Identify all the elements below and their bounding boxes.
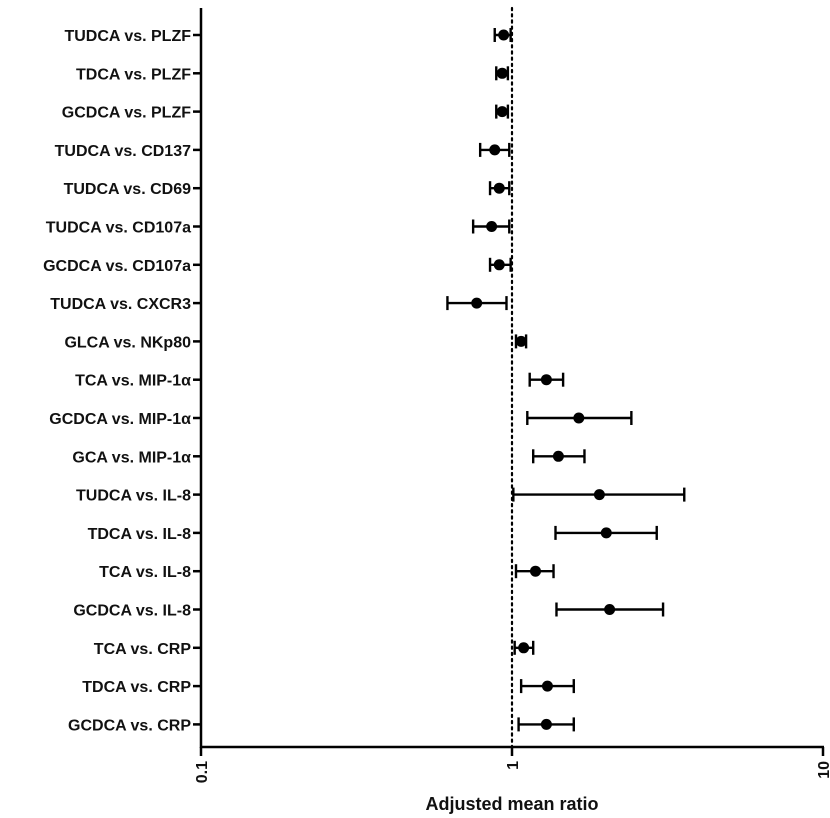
row-estimate (446, 296, 508, 311)
row-label: TCA vs. IL-8 (99, 564, 191, 581)
point-estimate (489, 144, 501, 156)
row-estimate (514, 334, 528, 349)
point-estimate (604, 604, 616, 615)
row-label: TUDCA vs. IL-8 (76, 488, 191, 505)
row-labels: TUDCA vs. PLZF TDCA vs. PLZF GCDCA vs. PLZ… (43, 28, 191, 734)
row-label: TCA vs. CRP (94, 641, 192, 658)
point-estimate (540, 718, 552, 730)
row-label: GCDCA vs. MIP-1α (49, 411, 191, 428)
point-estimate (486, 221, 498, 232)
row-estimate (478, 142, 511, 157)
row-label: GLCA vs. NKp80 (64, 334, 191, 351)
point-estimate (471, 297, 483, 309)
point-estimate (573, 412, 585, 424)
row-label: TDCA vs. IL-8 (88, 526, 192, 543)
row-estimate (488, 181, 511, 196)
point-estimate (515, 335, 527, 347)
row-label: TUDCA vs. CXCR3 (50, 296, 191, 313)
row-estimate (488, 257, 512, 272)
point-estimate (541, 680, 553, 692)
row-label: GCDCA vs. IL-8 (73, 603, 191, 620)
row-label: TDCA vs. PLZF (76, 66, 191, 83)
row-label: GCDCA vs. CRP (68, 717, 191, 734)
row-estimate (528, 372, 565, 387)
x-tick-label: 0.1 (194, 761, 211, 783)
row-label: TUDCA vs. CD69 (64, 181, 192, 198)
point-estimate (493, 182, 505, 194)
row-estimate (513, 640, 535, 655)
point-estimate (518, 642, 530, 654)
point-estimate (498, 29, 510, 41)
point-estimate (529, 565, 541, 577)
row-estimate (526, 411, 633, 425)
row-estimate (495, 66, 510, 81)
point-estimate (493, 259, 505, 271)
row-estimate (517, 717, 575, 732)
point-estimate (496, 67, 508, 79)
row-label: TUDCA vs. CD107a (46, 220, 191, 237)
row-estimate (555, 602, 665, 617)
point-estimate (496, 106, 508, 118)
x-axis-label: Adjusted mean ratio (425, 794, 598, 814)
point-estimate (552, 450, 564, 462)
row-estimate (471, 219, 511, 234)
point-estimate (600, 527, 612, 539)
row-label: TDCA vs. CRP (82, 679, 191, 696)
point-estimate (593, 489, 605, 501)
x-tick-label: 10 (816, 761, 830, 779)
row-label: GCDCA vs. CD107a (43, 258, 191, 275)
row-label: TUDCA vs. CD137 (55, 143, 191, 160)
axes: 0.1 1 10 (193, 8, 830, 783)
point-estimate (540, 374, 552, 386)
row-label: GCA vs. MIP-1α (72, 449, 191, 466)
row-estimate (532, 449, 586, 464)
row-estimate (495, 104, 510, 119)
data-rows (446, 28, 686, 732)
row-label: GCDCA vs. PLZF (62, 105, 191, 122)
row-label: TUDCA vs. PLZF (64, 28, 191, 45)
row-estimate (514, 564, 555, 579)
row-estimate (493, 28, 512, 42)
row-estimate (554, 525, 658, 540)
row-label: TCA vs. MIP-1α (75, 373, 191, 390)
x-tick-label: 1 (505, 761, 522, 770)
row-estimate (512, 487, 686, 502)
row-estimate (519, 679, 575, 694)
